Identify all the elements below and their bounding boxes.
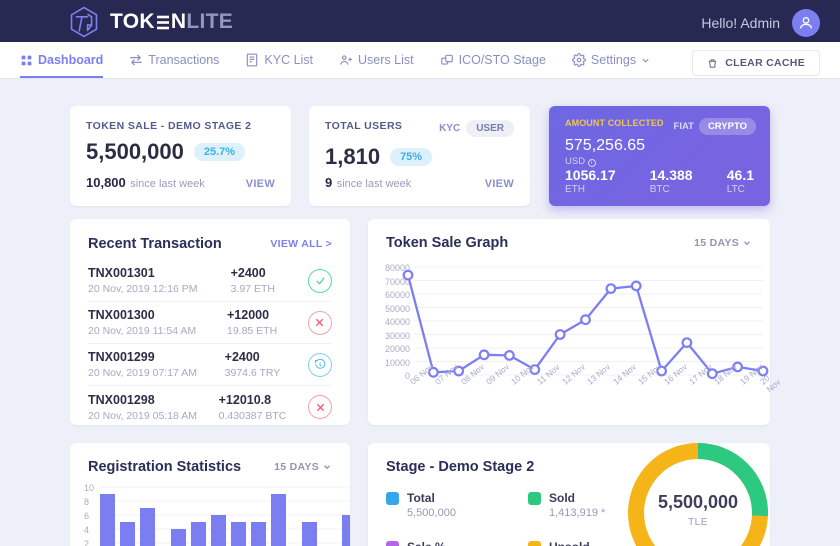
svg-text:TLE: TLE <box>688 517 708 528</box>
svg-text:5,500,000: 5,500,000 <box>658 492 738 512</box>
